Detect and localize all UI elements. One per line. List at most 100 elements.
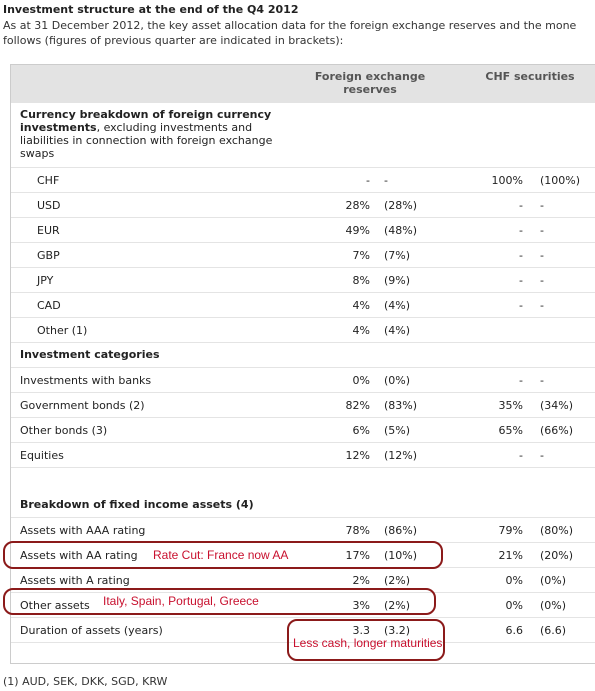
chf-previous: - — [540, 449, 544, 462]
section-title-bold: Currency breakdown of foreign currency i… — [20, 108, 272, 134]
row-label: Other assets — [20, 599, 90, 612]
chf-value: - — [519, 374, 523, 387]
row-divider — [11, 167, 595, 168]
row-label: Assets with AAA rating — [20, 524, 146, 537]
annotation-box — [287, 619, 445, 661]
chf-previous: (80%) — [540, 524, 574, 537]
row-label: CHF — [37, 174, 60, 187]
title: Investment structure at the end of the Q… — [3, 3, 299, 16]
fx-previous: (4%) — [384, 324, 411, 337]
chf-value: - — [519, 199, 523, 212]
row-divider — [11, 642, 595, 643]
annotation: Italy, Spain, Portugal, Greece — [103, 594, 259, 608]
row-divider — [11, 292, 595, 293]
fx-previous: (86%) — [384, 524, 418, 537]
chf-previous: - — [540, 224, 544, 237]
section-title-rest: , excluding investments and liabilities … — [20, 121, 273, 160]
footnote: (1) AUD, SEK, DKK, SGD, KRW — [3, 675, 168, 688]
fx-value: 6% — [352, 424, 370, 437]
fx-previous: (3.2) — [384, 624, 411, 637]
row-label: Investments with banks — [20, 374, 152, 387]
row-label: Other bonds (3) — [20, 424, 108, 437]
fx-value: 3.3 — [352, 624, 371, 637]
intro-line: As at 31 December 2012, the key asset al… — [3, 19, 577, 32]
chf-value: 100% — [491, 174, 523, 187]
section-title-bold: Investment categories — [20, 348, 160, 361]
row-divider — [11, 417, 595, 418]
row-divider — [11, 517, 595, 518]
chf-previous: (100%) — [540, 174, 581, 187]
fx-previous: (10%) — [384, 549, 418, 562]
annotation: Rate Cut: France now AA — [153, 548, 289, 562]
row-divider — [11, 617, 595, 618]
fx-value: 3% — [352, 599, 370, 612]
row-label: Assets with A rating — [20, 574, 130, 587]
chf-previous: (34%) — [540, 399, 574, 412]
chf-value: 0% — [505, 574, 523, 587]
chf-previous: (6.6) — [540, 624, 567, 637]
row-divider — [11, 442, 595, 443]
section-title: Currency breakdown of foreign currency i… — [20, 108, 290, 160]
chf-previous: (20%) — [540, 549, 574, 562]
fx-value: 78% — [345, 524, 370, 537]
fx-previous: (28%) — [384, 199, 418, 212]
fx-previous: (0%) — [384, 374, 411, 387]
row-divider — [11, 392, 595, 393]
chf-value: 79% — [498, 524, 523, 537]
chf-previous: - — [540, 299, 544, 312]
fx-previous: (48%) — [384, 224, 418, 237]
chf-previous: (0%) — [540, 599, 567, 612]
fx-value: 28% — [345, 199, 370, 212]
fx-value: 17% — [345, 549, 370, 562]
row-label: EUR — [37, 224, 60, 237]
row-label: GBP — [37, 249, 60, 262]
fx-value: 0% — [352, 374, 370, 387]
table-header — [11, 65, 595, 103]
chf-value: 21% — [498, 549, 523, 562]
section-title: Investment categories — [20, 348, 290, 361]
chf-value: - — [519, 274, 523, 287]
fx-previous: (7%) — [384, 249, 411, 262]
fx-value: 4% — [352, 299, 370, 312]
chf-value: 35% — [498, 399, 523, 412]
row-divider — [11, 342, 595, 343]
chf-value: - — [519, 224, 523, 237]
fx-value: 8% — [352, 274, 370, 287]
fx-value: 4% — [352, 324, 370, 337]
row-label: Other (1) — [37, 324, 88, 337]
fx-previous: - — [384, 174, 388, 187]
chf-value: 6.6 — [505, 624, 524, 637]
intro-line: follows (figures of previous quarter are… — [3, 34, 344, 47]
column-header: CHF securities — [485, 70, 575, 83]
chf-previous: - — [540, 249, 544, 262]
chf-previous: - — [540, 374, 544, 387]
fx-value: 82% — [345, 399, 370, 412]
fx-value: 49% — [345, 224, 370, 237]
section-title-bold: Breakdown of fixed income assets (4) — [20, 498, 254, 511]
fx-previous: (2%) — [384, 599, 411, 612]
annotation: Less cash, longer maturities — [293, 636, 443, 650]
fx-previous: (12%) — [384, 449, 418, 462]
chf-value: - — [519, 249, 523, 262]
chf-previous: - — [540, 274, 544, 287]
row-label: Equities — [20, 449, 64, 462]
chf-value: - — [519, 299, 523, 312]
row-label: Government bonds (2) — [20, 399, 145, 412]
row-divider — [11, 367, 595, 368]
row-label: CAD — [37, 299, 61, 312]
row-label: USD — [37, 199, 61, 212]
fx-value: 2% — [352, 574, 370, 587]
annotation-box — [3, 541, 443, 569]
fx-value: - — [366, 174, 370, 187]
row-divider — [11, 242, 595, 243]
fx-previous: (9%) — [384, 274, 411, 287]
chf-previous: (0%) — [540, 574, 567, 587]
row-divider — [11, 317, 595, 318]
chf-previous: - — [540, 199, 544, 212]
column-header: Foreign exchange reserves — [314, 70, 426, 96]
fx-previous: (5%) — [384, 424, 411, 437]
chf-value: 0% — [505, 599, 523, 612]
chf-value: - — [519, 449, 523, 462]
row-divider — [11, 267, 595, 268]
